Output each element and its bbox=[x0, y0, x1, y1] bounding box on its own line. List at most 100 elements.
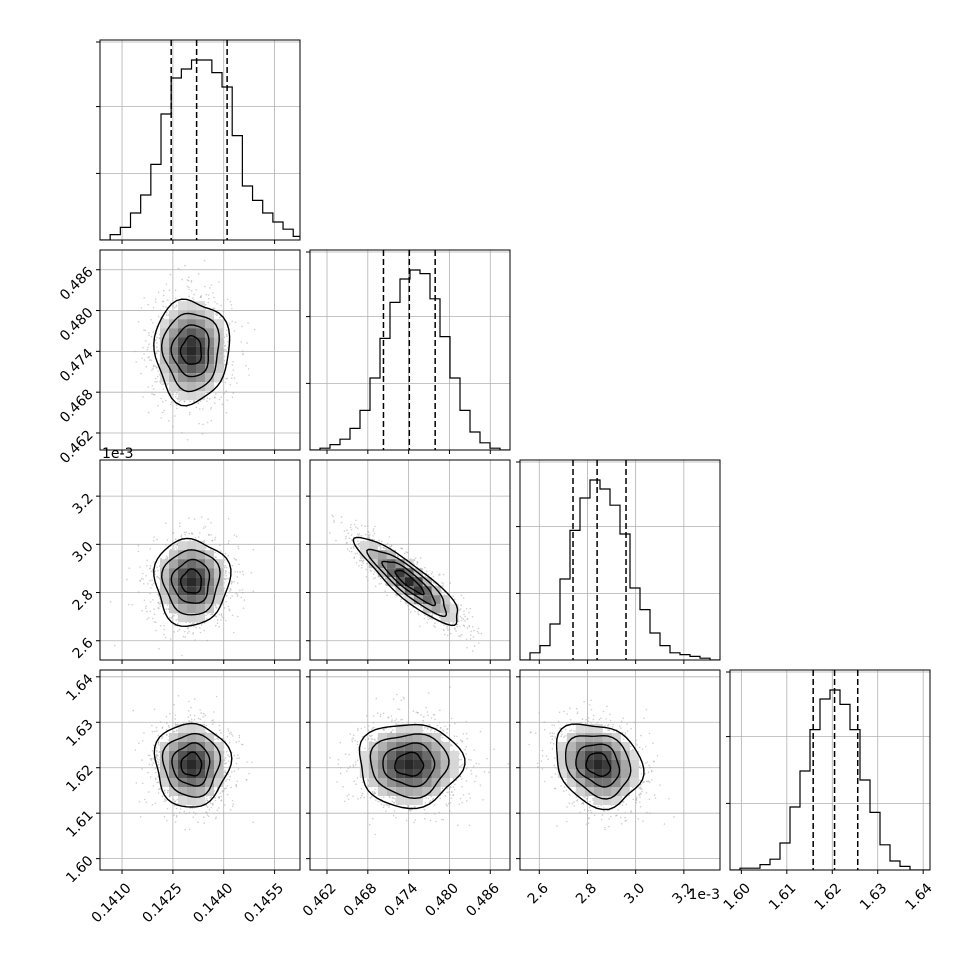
sample-point bbox=[343, 530, 346, 532]
sample-point bbox=[195, 289, 197, 291]
histogram-0 bbox=[100, 40, 300, 240]
sample-point bbox=[152, 331, 155, 334]
sample-point bbox=[194, 639, 196, 641]
sample-point bbox=[384, 590, 386, 592]
density-cell bbox=[169, 364, 178, 374]
sample-point bbox=[147, 583, 149, 585]
density-cell bbox=[214, 319, 223, 329]
sample-point bbox=[165, 306, 167, 309]
sample-point bbox=[141, 768, 143, 770]
sample-point bbox=[142, 396, 144, 398]
density-cell bbox=[431, 586, 441, 596]
sample-point bbox=[157, 601, 160, 604]
sample-point bbox=[168, 289, 171, 291]
sample-point bbox=[195, 406, 198, 409]
density-cell bbox=[187, 559, 196, 569]
sample-point bbox=[247, 322, 249, 324]
sample-point bbox=[172, 305, 174, 308]
density-cell bbox=[178, 604, 187, 614]
sample-point bbox=[173, 631, 175, 633]
sample-point bbox=[157, 607, 159, 609]
sample-point bbox=[358, 565, 360, 567]
sample-point bbox=[356, 527, 359, 530]
sample-point bbox=[459, 625, 461, 628]
sample-point bbox=[248, 374, 250, 376]
sample-point bbox=[209, 548, 212, 551]
sample-point bbox=[161, 795, 164, 798]
sample-point bbox=[229, 590, 231, 592]
sample-point bbox=[214, 799, 217, 802]
contours-panel-2-1 bbox=[352, 536, 459, 627]
sample-point bbox=[218, 398, 221, 401]
sample-point bbox=[239, 589, 241, 592]
sample-point bbox=[187, 716, 190, 718]
sample-point bbox=[231, 374, 234, 376]
sample-point bbox=[462, 624, 465, 627]
sample-point bbox=[151, 764, 153, 766]
sample-point bbox=[228, 609, 231, 612]
sample-point bbox=[165, 314, 168, 316]
density-cell bbox=[178, 577, 187, 587]
sample-point bbox=[152, 322, 154, 324]
sample-point bbox=[140, 578, 143, 580]
sample-point bbox=[227, 341, 229, 343]
sample-point bbox=[235, 592, 237, 594]
sample-point bbox=[144, 340, 147, 342]
sample-point bbox=[455, 630, 457, 632]
sample-point bbox=[140, 372, 142, 375]
sample-point bbox=[152, 388, 155, 390]
density-cell bbox=[196, 559, 205, 569]
sample-point bbox=[158, 647, 160, 650]
sample-point bbox=[365, 568, 368, 571]
sample-point bbox=[200, 624, 203, 626]
contour-level-2 bbox=[160, 549, 221, 616]
sample-point bbox=[213, 307, 216, 310]
sample-point bbox=[189, 807, 192, 809]
sample-point bbox=[432, 581, 435, 584]
sample-point bbox=[340, 516, 343, 518]
sample-point bbox=[210, 408, 212, 410]
sample-point bbox=[364, 525, 367, 527]
sample-point bbox=[214, 313, 217, 316]
sample-point bbox=[226, 329, 228, 332]
sample-point bbox=[347, 532, 350, 535]
sample-point bbox=[223, 342, 225, 344]
density-cell bbox=[160, 568, 169, 578]
sample-point bbox=[165, 715, 168, 718]
sample-point bbox=[204, 304, 207, 306]
sample-point bbox=[216, 737, 218, 740]
sample-point bbox=[230, 377, 233, 379]
sample-point bbox=[214, 536, 217, 539]
sample-point bbox=[146, 559, 148, 562]
density-cell bbox=[386, 559, 396, 569]
sample-point bbox=[368, 536, 371, 539]
sample-point bbox=[252, 821, 254, 824]
sample-point bbox=[206, 639, 208, 642]
density-cell bbox=[404, 559, 414, 569]
sample-point bbox=[157, 370, 159, 372]
sample-point bbox=[428, 613, 431, 616]
sample-point bbox=[151, 393, 153, 395]
sample-point bbox=[463, 613, 465, 616]
sample-point bbox=[442, 591, 444, 594]
sample-point bbox=[188, 276, 190, 279]
sample-point bbox=[472, 650, 474, 652]
sample-point bbox=[350, 534, 353, 536]
density-panel-2-0 bbox=[109, 516, 255, 657]
sample-point bbox=[154, 778, 157, 781]
sample-point bbox=[193, 299, 195, 301]
density-cell bbox=[413, 595, 423, 605]
sample-point bbox=[166, 557, 169, 559]
sample-point bbox=[253, 328, 256, 331]
sample-point bbox=[150, 319, 152, 321]
sample-point bbox=[151, 730, 154, 733]
sample-point bbox=[226, 399, 229, 401]
sample-point bbox=[215, 556, 217, 558]
sample-point bbox=[359, 560, 361, 562]
sample-point bbox=[176, 802, 179, 805]
sample-point bbox=[431, 614, 433, 617]
sample-point bbox=[178, 400, 180, 403]
sample-point bbox=[200, 516, 203, 518]
sample-point bbox=[369, 569, 372, 571]
sample-point bbox=[224, 771, 227, 774]
